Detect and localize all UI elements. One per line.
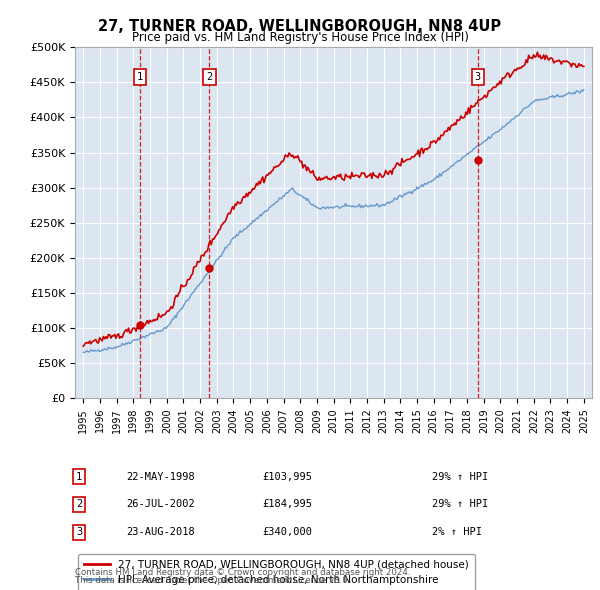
Text: £184,995: £184,995 bbox=[262, 500, 312, 509]
Text: £103,995: £103,995 bbox=[262, 472, 312, 481]
Text: Contains HM Land Registry data © Crown copyright and database right 2024.: Contains HM Land Registry data © Crown c… bbox=[75, 568, 410, 577]
Text: Price paid vs. HM Land Registry's House Price Index (HPI): Price paid vs. HM Land Registry's House … bbox=[131, 31, 469, 44]
Text: 22-MAY-1998: 22-MAY-1998 bbox=[126, 472, 195, 481]
Text: This data is licensed under the Open Government Licence v3.0.: This data is licensed under the Open Gov… bbox=[75, 576, 350, 585]
Text: 29% ↑ HPI: 29% ↑ HPI bbox=[432, 472, 488, 481]
Text: 26-JUL-2002: 26-JUL-2002 bbox=[126, 500, 195, 509]
Text: 27, TURNER ROAD, WELLINGBOROUGH, NN8 4UP: 27, TURNER ROAD, WELLINGBOROUGH, NN8 4UP bbox=[98, 19, 502, 34]
Text: 3: 3 bbox=[475, 73, 481, 83]
Legend: 27, TURNER ROAD, WELLINGBOROUGH, NN8 4UP (detached house), HPI: Average price, d: 27, TURNER ROAD, WELLINGBOROUGH, NN8 4UP… bbox=[77, 553, 475, 590]
Text: 3: 3 bbox=[76, 527, 82, 537]
Text: £340,000: £340,000 bbox=[262, 527, 312, 537]
Text: 1: 1 bbox=[137, 73, 143, 83]
Text: 2: 2 bbox=[76, 500, 82, 509]
Text: 2% ↑ HPI: 2% ↑ HPI bbox=[432, 527, 482, 537]
Text: 23-AUG-2018: 23-AUG-2018 bbox=[126, 527, 195, 537]
Text: 2: 2 bbox=[206, 73, 212, 83]
Text: 29% ↑ HPI: 29% ↑ HPI bbox=[432, 500, 488, 509]
Text: 1: 1 bbox=[76, 472, 82, 481]
